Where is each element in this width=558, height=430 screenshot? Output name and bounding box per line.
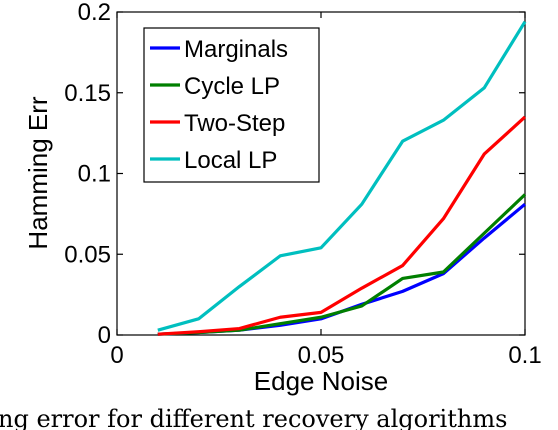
legend-label-marginals: Marginals: [184, 36, 288, 63]
series-line-two-step: [157, 115, 527, 336]
x-tick-label: 0.05: [298, 342, 345, 369]
y-tick-label: 0.1: [78, 161, 111, 188]
figure-caption: ng error for different recovery algorith…: [0, 405, 507, 430]
legend-label-two-step: Two-Step: [184, 110, 285, 137]
y-tick-label: 0.05: [64, 241, 111, 268]
x-axis-title: Edge Noise: [254, 366, 388, 396]
series-layer: [157, 20, 527, 336]
legend-label-local-lp: Local LP: [184, 147, 277, 174]
x-tick-label: 0: [110, 342, 123, 369]
x-tick-label: 0.1: [508, 342, 541, 369]
tick-layer: 0 0.05 0.1 0 0.05 0.1 0.15 0.2: [64, 0, 541, 369]
legend-label-cycle-lp: Cycle LP: [184, 73, 280, 100]
series-line-local-lp: [157, 20, 527, 332]
y-tick-label: 0.2: [78, 0, 111, 26]
legend: Marginals Cycle LP Two-Step Local LP: [143, 27, 320, 183]
legend-box: [143, 27, 320, 183]
y-tick-label: 0: [98, 322, 111, 349]
y-axis-title: Hamming Err: [23, 96, 53, 249]
y-tick-label: 0.15: [64, 80, 111, 107]
series-line-cycle-lp: [157, 193, 527, 336]
